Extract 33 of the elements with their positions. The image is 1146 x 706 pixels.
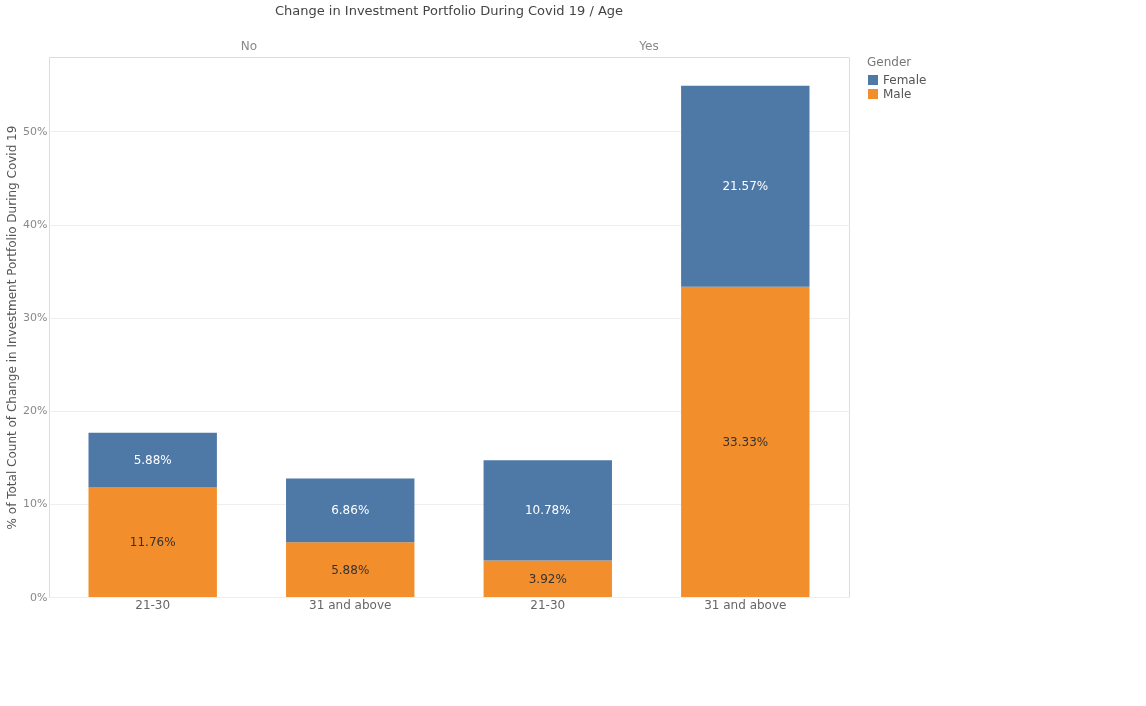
y-tick-label: 50% — [23, 124, 48, 138]
x-tick-label: 21-30 — [135, 597, 171, 612]
data-label: 11.76% — [129, 535, 176, 550]
y-tick-label: 0% — [30, 590, 48, 604]
data-label: 5.88% — [331, 562, 370, 577]
data-label: 6.86% — [331, 503, 370, 518]
bar — [88, 487, 217, 597]
text: No — [240, 39, 258, 53]
bar — [483, 460, 612, 561]
y-tick-label: 30% — [23, 311, 48, 325]
chart-title: Change in Investment Portfolio During Covid 19 / Age — [274, 3, 624, 18]
bar — [88, 432, 217, 488]
bar — [286, 478, 415, 543]
data-label: 33.33% — [722, 434, 769, 449]
data-label: 3.92% — [528, 571, 567, 586]
y-axis-title: % of Total Count of Change in Investment Portfolio During Covid 19 — [5, 125, 20, 530]
data-label: 10.78% — [524, 503, 571, 518]
y-tick-label: 40% — [23, 218, 48, 232]
bar — [681, 286, 810, 597]
y-tick-label: 10% — [23, 497, 48, 511]
legend-title: Gender — [867, 55, 912, 69]
data-label: 5.88% — [133, 453, 172, 468]
legend-label: Female — [883, 73, 927, 87]
bar — [286, 542, 415, 597]
x-tick-label: 31 and above — [704, 597, 787, 612]
x-tick-label: 21-30 — [530, 597, 566, 612]
text: Yes — [638, 39, 659, 53]
bar — [483, 560, 612, 597]
y-tick-label: 20% — [23, 404, 48, 418]
legend-label: Male — [883, 87, 912, 101]
x-tick-label: 31 and above — [309, 597, 392, 612]
bar — [681, 85, 810, 287]
data-label: 21.57% — [722, 179, 769, 194]
